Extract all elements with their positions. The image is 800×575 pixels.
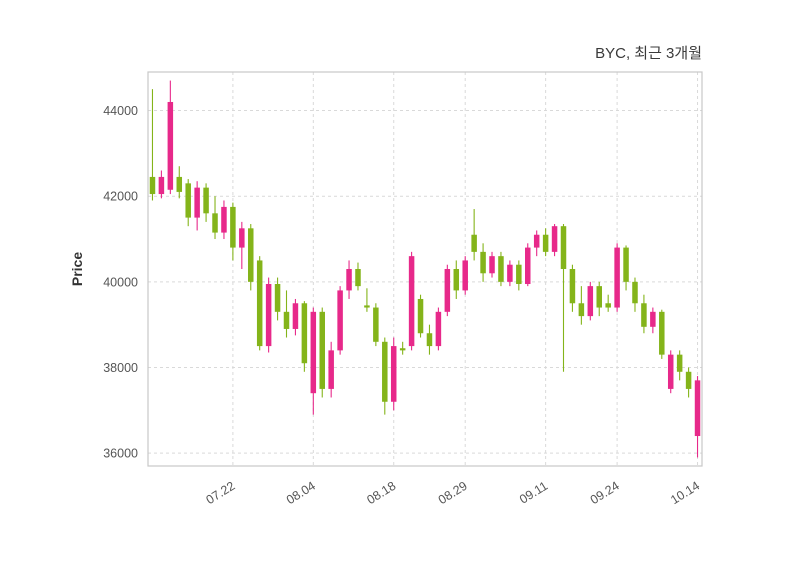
candle-body (212, 213, 218, 233)
candle-body (551, 226, 558, 252)
candle-body (399, 348, 406, 351)
candle-body (587, 286, 594, 317)
candle-body (390, 346, 397, 402)
candle-body (301, 303, 308, 364)
candle-body (274, 283, 281, 312)
candle-body (248, 228, 254, 282)
candle-body (569, 269, 576, 304)
y-tick-label: 36000 (103, 447, 138, 461)
candle-body (337, 290, 343, 351)
candle-body (659, 311, 665, 355)
candle-body (489, 256, 495, 274)
candle-body (265, 283, 272, 347)
x-tick-label: 10.14 (668, 479, 702, 507)
candle-body (435, 311, 442, 347)
candle-body (346, 269, 352, 291)
candle-body (498, 256, 504, 282)
candle-body (641, 303, 647, 327)
candle-body (149, 176, 156, 195)
y-axis-label: Price (69, 252, 85, 286)
candle-body (444, 269, 451, 312)
candle-body (533, 234, 540, 248)
candle-body (203, 187, 209, 214)
candle-body (364, 305, 370, 308)
candle-body (194, 187, 200, 218)
candle-body (256, 260, 263, 347)
candle-body (292, 303, 299, 329)
candle-body (373, 307, 379, 342)
y-tick-label: 40000 (103, 275, 138, 289)
candle-body (471, 234, 477, 252)
x-tick-label: 08.04 (284, 479, 318, 507)
candle-body (382, 341, 388, 402)
candle-body (623, 247, 629, 282)
candle-body (176, 176, 183, 192)
candle-body (507, 264, 513, 282)
candle-body (650, 311, 656, 327)
candle-body (632, 281, 638, 304)
candle-body (221, 206, 227, 233)
candle-body (667, 354, 674, 389)
candle-body (167, 101, 174, 190)
candle-body (453, 269, 460, 291)
x-tick-label: 09.11 (517, 479, 550, 507)
chart-title: BYC, 최근 3개월 (595, 45, 702, 62)
candle-body (516, 264, 522, 284)
candle-body (542, 234, 549, 252)
y-tick-label: 44000 (103, 104, 138, 118)
candle-body (525, 247, 531, 284)
candle-body (480, 251, 486, 274)
candle-body (694, 380, 701, 437)
candle-body (239, 228, 245, 248)
candle-body (355, 269, 361, 287)
candle-body (605, 303, 611, 308)
candle-body (596, 286, 602, 308)
candle-body (560, 226, 567, 269)
y-tick-label: 42000 (103, 190, 138, 204)
plot-border (147, 71, 703, 467)
y-tick-label: 38000 (103, 361, 138, 375)
candle-body (328, 350, 334, 389)
candle-body (676, 354, 683, 372)
candle-body (417, 298, 424, 334)
candle-body (185, 183, 191, 218)
candle-body (230, 206, 236, 248)
candle-body (283, 311, 290, 329)
candle-body (408, 256, 415, 347)
x-tick-label: 08.18 (364, 479, 398, 507)
candle-body (319, 311, 325, 389)
candle-body (462, 260, 468, 291)
candle-body (685, 371, 692, 389)
candle-body (426, 333, 433, 347)
x-tick-label: 08.29 (436, 479, 470, 507)
candle-body (614, 247, 620, 308)
candle-body (158, 176, 165, 195)
candle-body (578, 303, 585, 317)
x-tick-label: 09.24 (588, 479, 622, 507)
plot-area: 36000 38000 40000 42000 44000 07.22 08.04 08.18… (103, 71, 703, 507)
x-tick-label: 07.22 (204, 479, 238, 507)
candle-body (310, 311, 317, 394)
